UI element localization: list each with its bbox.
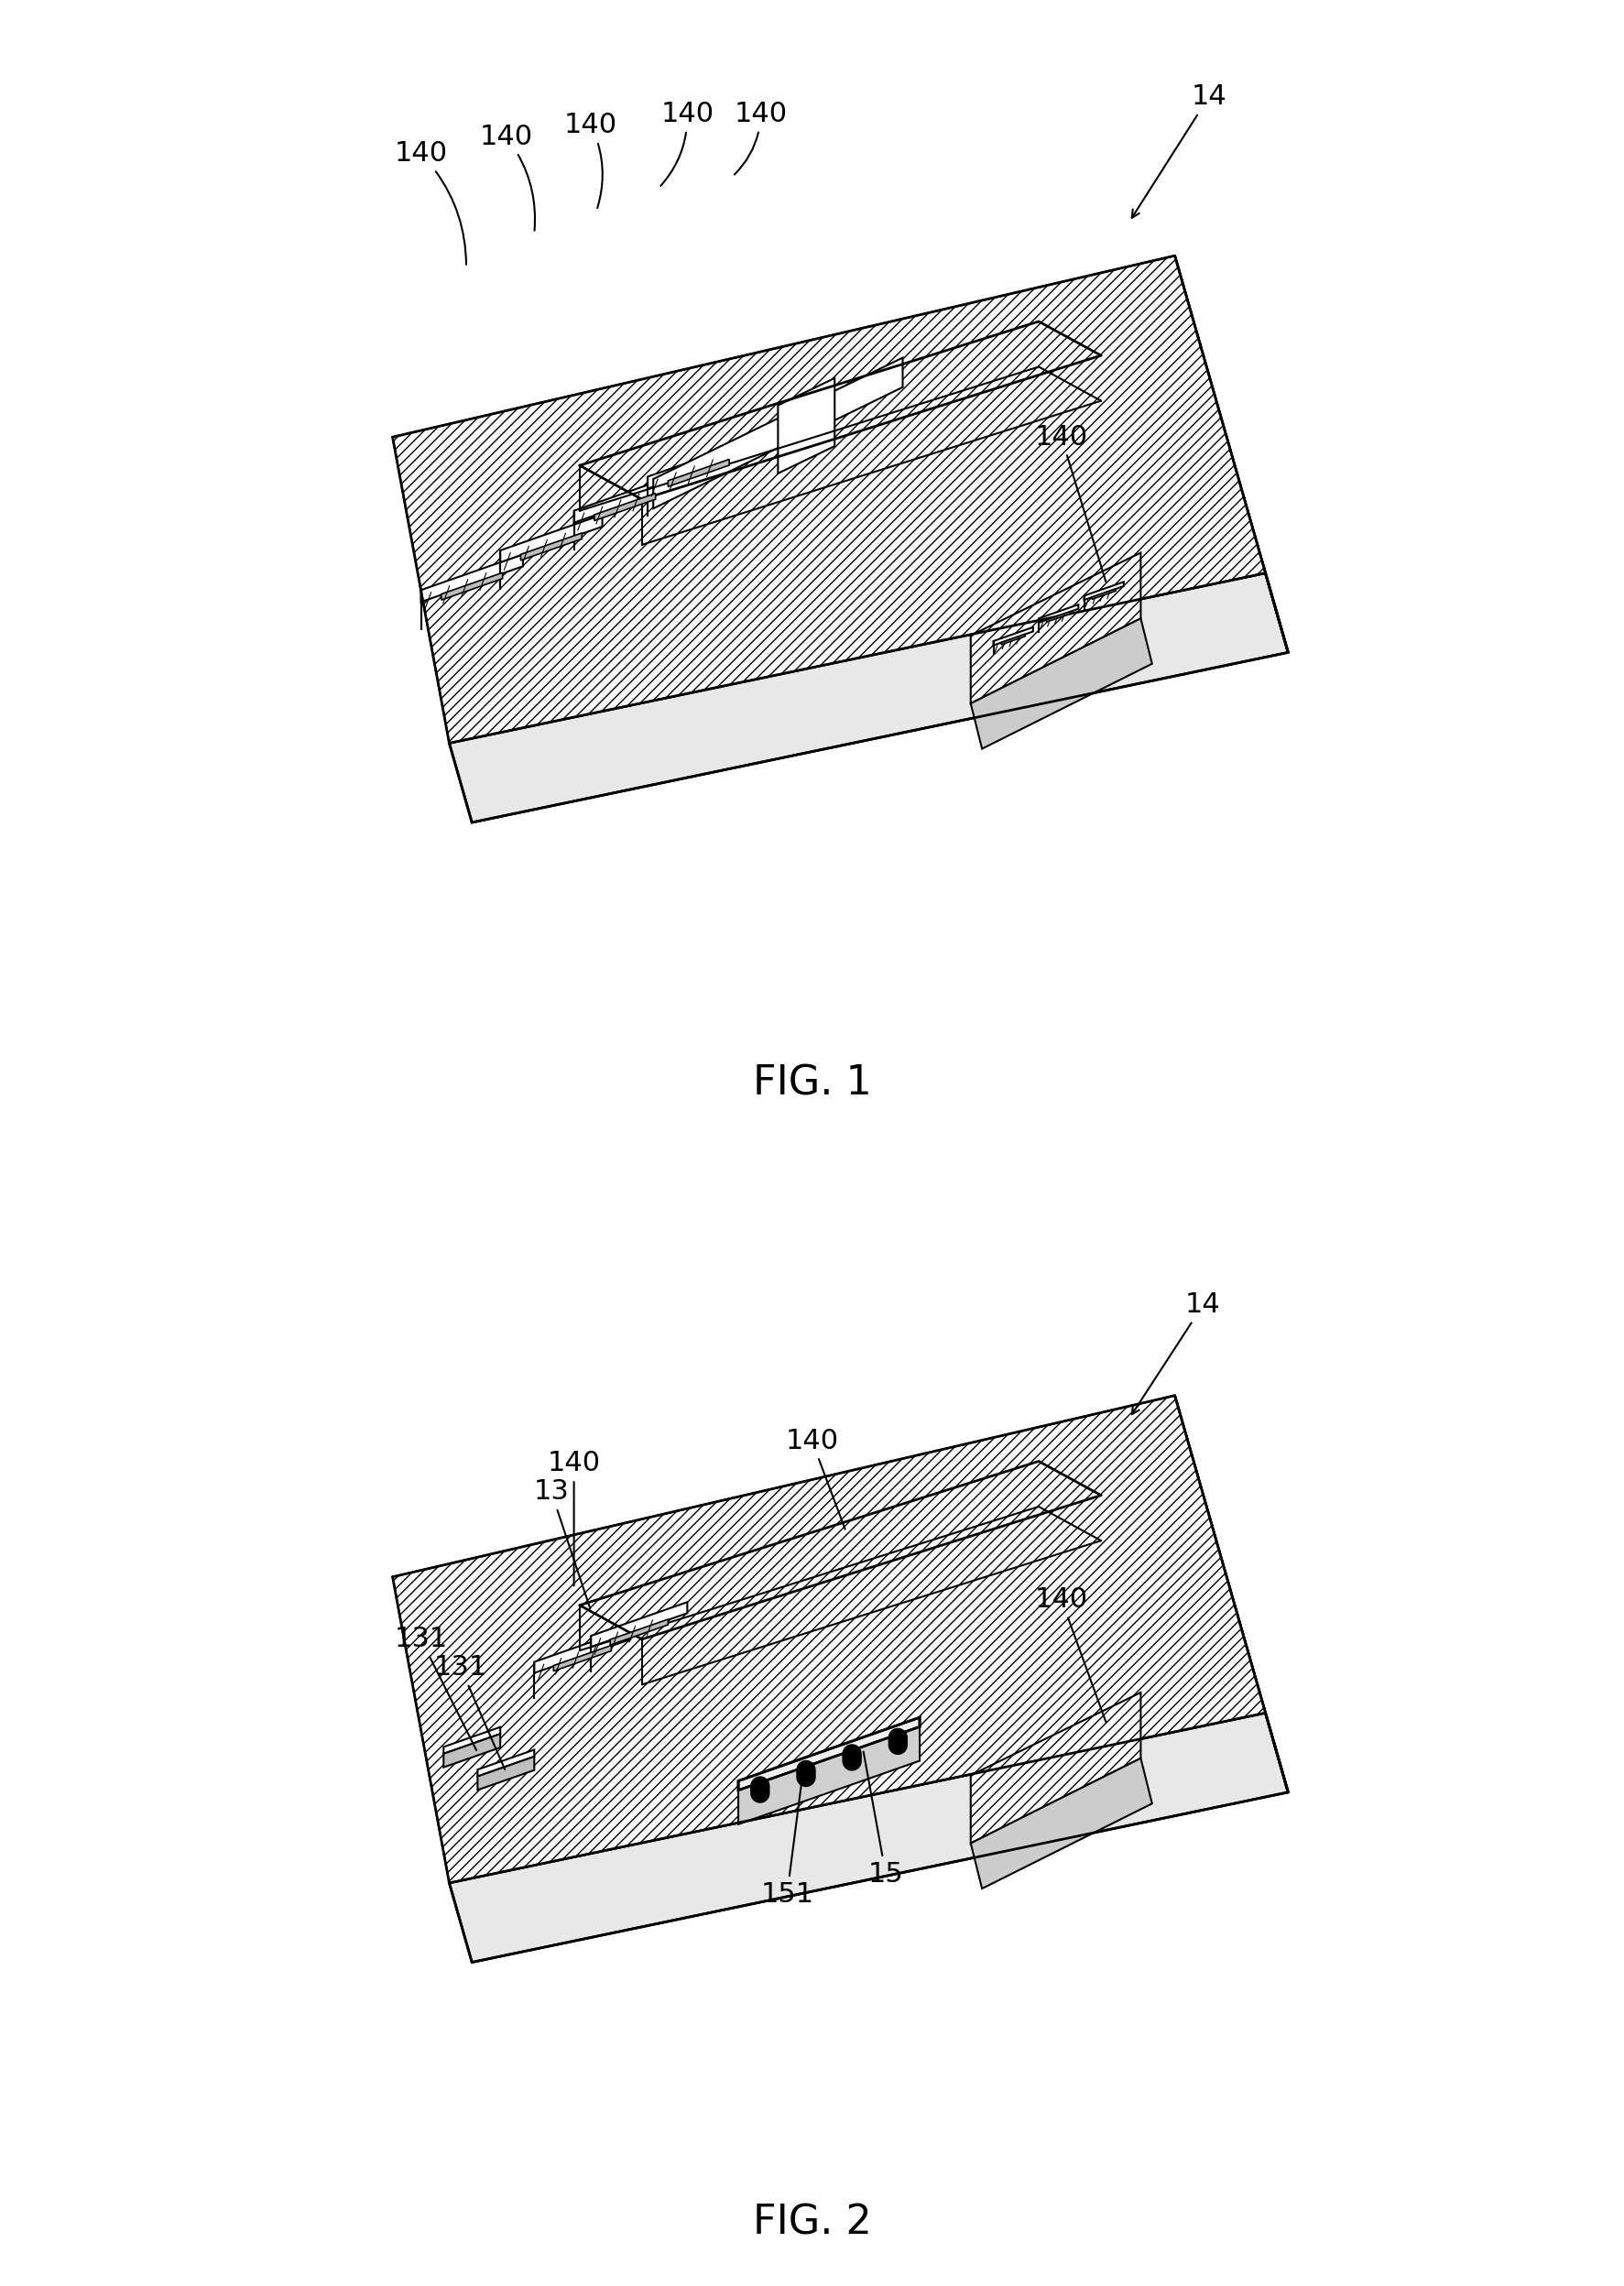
Text: 140: 140 — [1034, 1586, 1106, 1721]
Polygon shape — [393, 256, 1265, 743]
Circle shape — [843, 1751, 861, 1769]
Polygon shape — [739, 1717, 919, 1790]
Polygon shape — [594, 494, 656, 521]
Polygon shape — [611, 1618, 667, 1646]
Polygon shape — [442, 572, 502, 599]
Polygon shape — [1174, 256, 1288, 652]
Polygon shape — [648, 441, 750, 489]
Text: 140: 140 — [479, 123, 534, 231]
Polygon shape — [653, 357, 903, 507]
Polygon shape — [477, 1749, 534, 1776]
Circle shape — [797, 1760, 815, 1779]
Polygon shape — [971, 1692, 1140, 1843]
Polygon shape — [573, 475, 676, 523]
Polygon shape — [443, 1733, 500, 1767]
Circle shape — [888, 1728, 906, 1747]
Text: 140: 140 — [661, 101, 715, 185]
Polygon shape — [971, 553, 1140, 704]
Circle shape — [797, 1769, 815, 1785]
Polygon shape — [421, 555, 523, 601]
Polygon shape — [994, 626, 1033, 645]
Circle shape — [750, 1785, 770, 1801]
Polygon shape — [1046, 613, 1070, 622]
Text: 15: 15 — [864, 1751, 903, 1888]
Text: FIG. 1: FIG. 1 — [752, 1063, 872, 1102]
Polygon shape — [450, 1712, 1288, 1961]
Circle shape — [888, 1731, 906, 1749]
Polygon shape — [393, 1394, 1265, 1884]
Polygon shape — [1174, 1394, 1288, 1792]
Polygon shape — [1085, 583, 1124, 599]
Text: 140: 140 — [786, 1426, 844, 1529]
Circle shape — [843, 1749, 861, 1767]
Circle shape — [888, 1733, 906, 1751]
Polygon shape — [534, 1628, 630, 1673]
Polygon shape — [521, 533, 581, 560]
Polygon shape — [778, 377, 835, 473]
Polygon shape — [739, 1726, 919, 1824]
Polygon shape — [1002, 633, 1025, 645]
Text: 140: 140 — [547, 1449, 601, 1586]
Text: 140: 140 — [734, 101, 788, 174]
Circle shape — [843, 1744, 861, 1763]
Text: 13: 13 — [533, 1479, 590, 1609]
Text: 151: 151 — [760, 1774, 814, 1907]
Circle shape — [750, 1781, 770, 1799]
Circle shape — [797, 1765, 815, 1783]
Text: 14: 14 — [1132, 1292, 1221, 1415]
Polygon shape — [971, 620, 1151, 750]
Circle shape — [750, 1776, 770, 1795]
Polygon shape — [971, 1758, 1151, 1888]
Text: 131: 131 — [434, 1655, 505, 1769]
Circle shape — [843, 1747, 861, 1765]
Polygon shape — [443, 1728, 500, 1753]
Text: FIG. 2: FIG. 2 — [752, 2204, 872, 2243]
Polygon shape — [477, 1756, 534, 1790]
Polygon shape — [500, 514, 603, 562]
Polygon shape — [1091, 590, 1116, 599]
Text: 140: 140 — [395, 139, 466, 265]
Polygon shape — [554, 1646, 611, 1671]
Polygon shape — [591, 1602, 687, 1646]
Polygon shape — [450, 574, 1288, 823]
Text: 140: 140 — [564, 112, 617, 208]
Circle shape — [888, 1735, 906, 1753]
Text: 140: 140 — [1034, 423, 1106, 583]
Polygon shape — [1039, 604, 1078, 622]
Circle shape — [797, 1763, 815, 1781]
Text: 14: 14 — [1132, 85, 1226, 217]
Polygon shape — [667, 459, 729, 487]
Circle shape — [750, 1779, 770, 1797]
Text: 131: 131 — [395, 1625, 476, 1751]
